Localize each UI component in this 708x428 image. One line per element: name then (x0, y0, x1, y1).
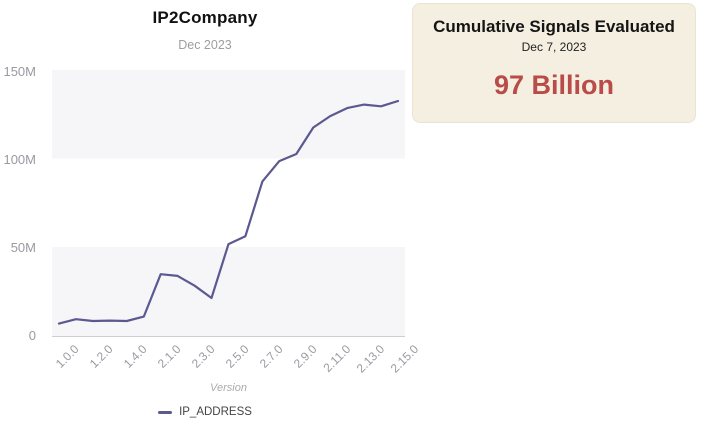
line-series (57, 99, 400, 325)
summary-card-value: 97 Billion (493, 70, 615, 100)
chart-card: IP2Company Dec 2023 150M 100M 50M 0 1.0.0 1.… (0, 8, 421, 418)
legend-series-label: IP_ADDRESS (179, 406, 252, 418)
y-tick-label: 0 (28, 328, 36, 343)
chart-title: IP2Company (152, 8, 258, 27)
x-tick-label: 2.3.0 (188, 342, 218, 371)
legend-line-swatch (158, 410, 173, 414)
x-tick-label: 2.9.0 (290, 342, 320, 371)
chart-subtitle: Dec 2023 (178, 38, 232, 52)
summary-card: Cumulative Signals Evaluated Dec 7, 2023… (412, 3, 696, 123)
y-tick-label: 150M (3, 63, 36, 79)
y-axis-labels: 150M 100M 50M 0 (0, 64, 38, 343)
x-tick-label: 1.4.0 (120, 342, 150, 371)
line-chart-svg (57, 99, 400, 325)
x-tick-label: 2.7.0 (256, 342, 286, 371)
y-tick-label: 50M (10, 239, 36, 255)
x-axis-title: Version (210, 382, 247, 394)
x-tick-label: 2.13.0 (353, 342, 387, 376)
summary-card-title: Cumulative Signals Evaluated (433, 17, 675, 36)
x-tick-label: 2.5.0 (222, 342, 252, 371)
x-axis-labels: 1.0.0 1.2.0 1.4.0 2.1.0 2.3.0 2.5.0 2.7.0 2.9.0… (52, 336, 421, 376)
chart-legend: IP_ADDRESS (0, 406, 410, 418)
y-tick-label: 100M (3, 151, 36, 167)
x-tick-label: 2.11.0 (320, 342, 354, 375)
x-tick-label: 2.15.0 (387, 342, 421, 376)
x-tick-label: 1.2.0 (87, 342, 116, 371)
x-tick-label: 2.1.0 (154, 342, 184, 371)
x-tick-label: 1.0.0 (53, 342, 82, 371)
plot-area (52, 70, 405, 337)
summary-card-date: Dec 7, 2023 (521, 40, 587, 54)
